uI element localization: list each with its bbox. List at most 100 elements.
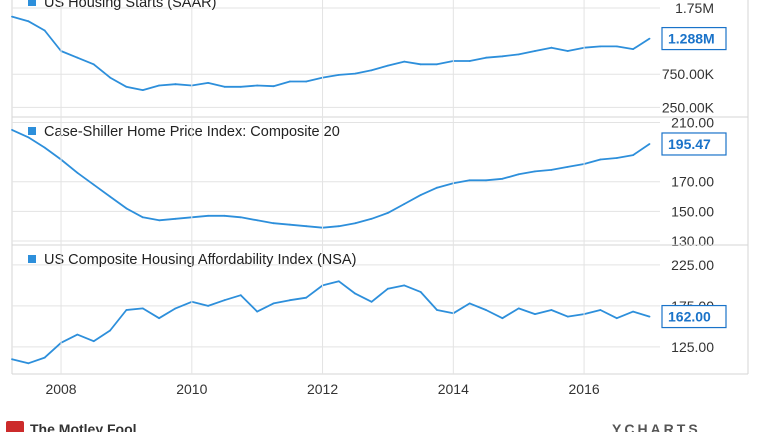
data-point — [223, 85, 226, 88]
last-value-label: 195.47 — [668, 136, 711, 152]
data-point — [272, 85, 275, 88]
data-point — [76, 56, 79, 59]
y-tick-label: 210.00 — [671, 114, 714, 130]
data-point — [370, 300, 373, 303]
x-tick-label: 2008 — [45, 381, 76, 397]
data-point — [370, 69, 373, 72]
data-point — [125, 309, 128, 311]
data-point — [158, 84, 161, 87]
data-point — [158, 219, 161, 222]
y-tick-label: 150.00 — [671, 203, 714, 219]
data-point — [305, 80, 308, 83]
data-point — [419, 63, 422, 66]
data-point — [599, 309, 602, 311]
data-point — [387, 212, 389, 214]
data-point — [615, 157, 618, 159]
series-title: US Housing Starts (SAAR) — [44, 0, 216, 11]
data-point — [436, 63, 438, 66]
data-point — [550, 309, 553, 311]
data-point — [125, 85, 128, 88]
data-point — [599, 45, 602, 48]
data-point — [289, 80, 291, 83]
data-point — [468, 302, 471, 305]
footer-brand-right: YCHARTS — [612, 421, 701, 432]
data-point — [534, 50, 536, 52]
data-point — [174, 217, 177, 220]
data-point — [141, 89, 144, 91]
data-point — [174, 307, 177, 310]
data-point — [354, 292, 357, 295]
data-point — [289, 299, 291, 302]
data-point — [419, 194, 422, 197]
x-tick-label: 2016 — [569, 381, 600, 397]
data-point — [550, 169, 553, 171]
data-point — [338, 225, 340, 228]
data-point — [109, 76, 111, 79]
data-point — [354, 222, 357, 225]
x-tick-label: 2012 — [307, 381, 338, 397]
series-line — [11, 280, 650, 365]
data-point — [109, 329, 111, 332]
data-point — [599, 158, 602, 161]
data-point — [566, 50, 569, 52]
data-point — [501, 55, 504, 58]
data-point — [43, 29, 46, 32]
data-point — [43, 356, 46, 359]
last-value-label: 1.288M — [668, 31, 715, 47]
data-point — [11, 358, 13, 361]
data-point — [27, 136, 30, 139]
data-point — [338, 74, 340, 76]
data-point — [27, 362, 30, 365]
y-tick-label: 750.00K — [662, 66, 715, 82]
data-point — [11, 129, 13, 131]
data-point — [239, 85, 242, 88]
panel-1: 250.00K 750.00K 1.75M US Housing Starts (SA… — [11, 0, 727, 115]
data-point — [92, 183, 95, 186]
data-point — [648, 37, 651, 40]
data-point — [468, 179, 471, 182]
chart-panels: 250.00K 750.00K 1.75M US Housing Starts (SA… — [11, 0, 748, 365]
data-point — [338, 280, 340, 283]
y-tick-label: 130.00 — [671, 233, 714, 249]
y-tick-label: 225.00 — [671, 257, 714, 273]
data-point — [387, 64, 389, 67]
legend-swatch — [28, 255, 36, 263]
data-point — [207, 214, 210, 217]
series-title: US Composite Housing Affordability Index… — [44, 252, 356, 268]
data-point — [92, 340, 95, 343]
data-point — [223, 214, 226, 217]
data-point — [632, 48, 634, 50]
data-point — [158, 317, 161, 320]
data-point — [141, 307, 144, 310]
data-point — [485, 179, 487, 182]
x-tick-label: 2014 — [438, 381, 469, 397]
y-tick-label: 125.00 — [671, 339, 714, 355]
data-point — [76, 171, 79, 174]
data-point — [43, 146, 46, 149]
data-point — [648, 315, 651, 318]
data-point — [11, 15, 13, 18]
data-point — [566, 166, 569, 168]
data-point — [239, 216, 242, 219]
data-point — [403, 203, 406, 205]
data-point — [370, 217, 373, 220]
data-point — [517, 53, 520, 56]
data-point — [223, 299, 226, 302]
data-point — [501, 177, 504, 180]
data-point — [125, 207, 128, 210]
data-point — [485, 309, 487, 311]
data-point — [566, 315, 569, 318]
x-tick-label: 2010 — [176, 381, 207, 397]
data-point — [354, 72, 357, 75]
data-point — [387, 287, 389, 290]
last-value-tag — [661, 26, 727, 51]
x-axis: 2008 2010 2012 2014 2016 — [45, 0, 600, 397]
data-point — [468, 60, 471, 62]
legend-swatch — [28, 127, 36, 135]
data-point — [436, 186, 438, 189]
data-point — [403, 60, 406, 63]
data-point — [207, 82, 210, 84]
legend-swatch — [28, 0, 36, 6]
